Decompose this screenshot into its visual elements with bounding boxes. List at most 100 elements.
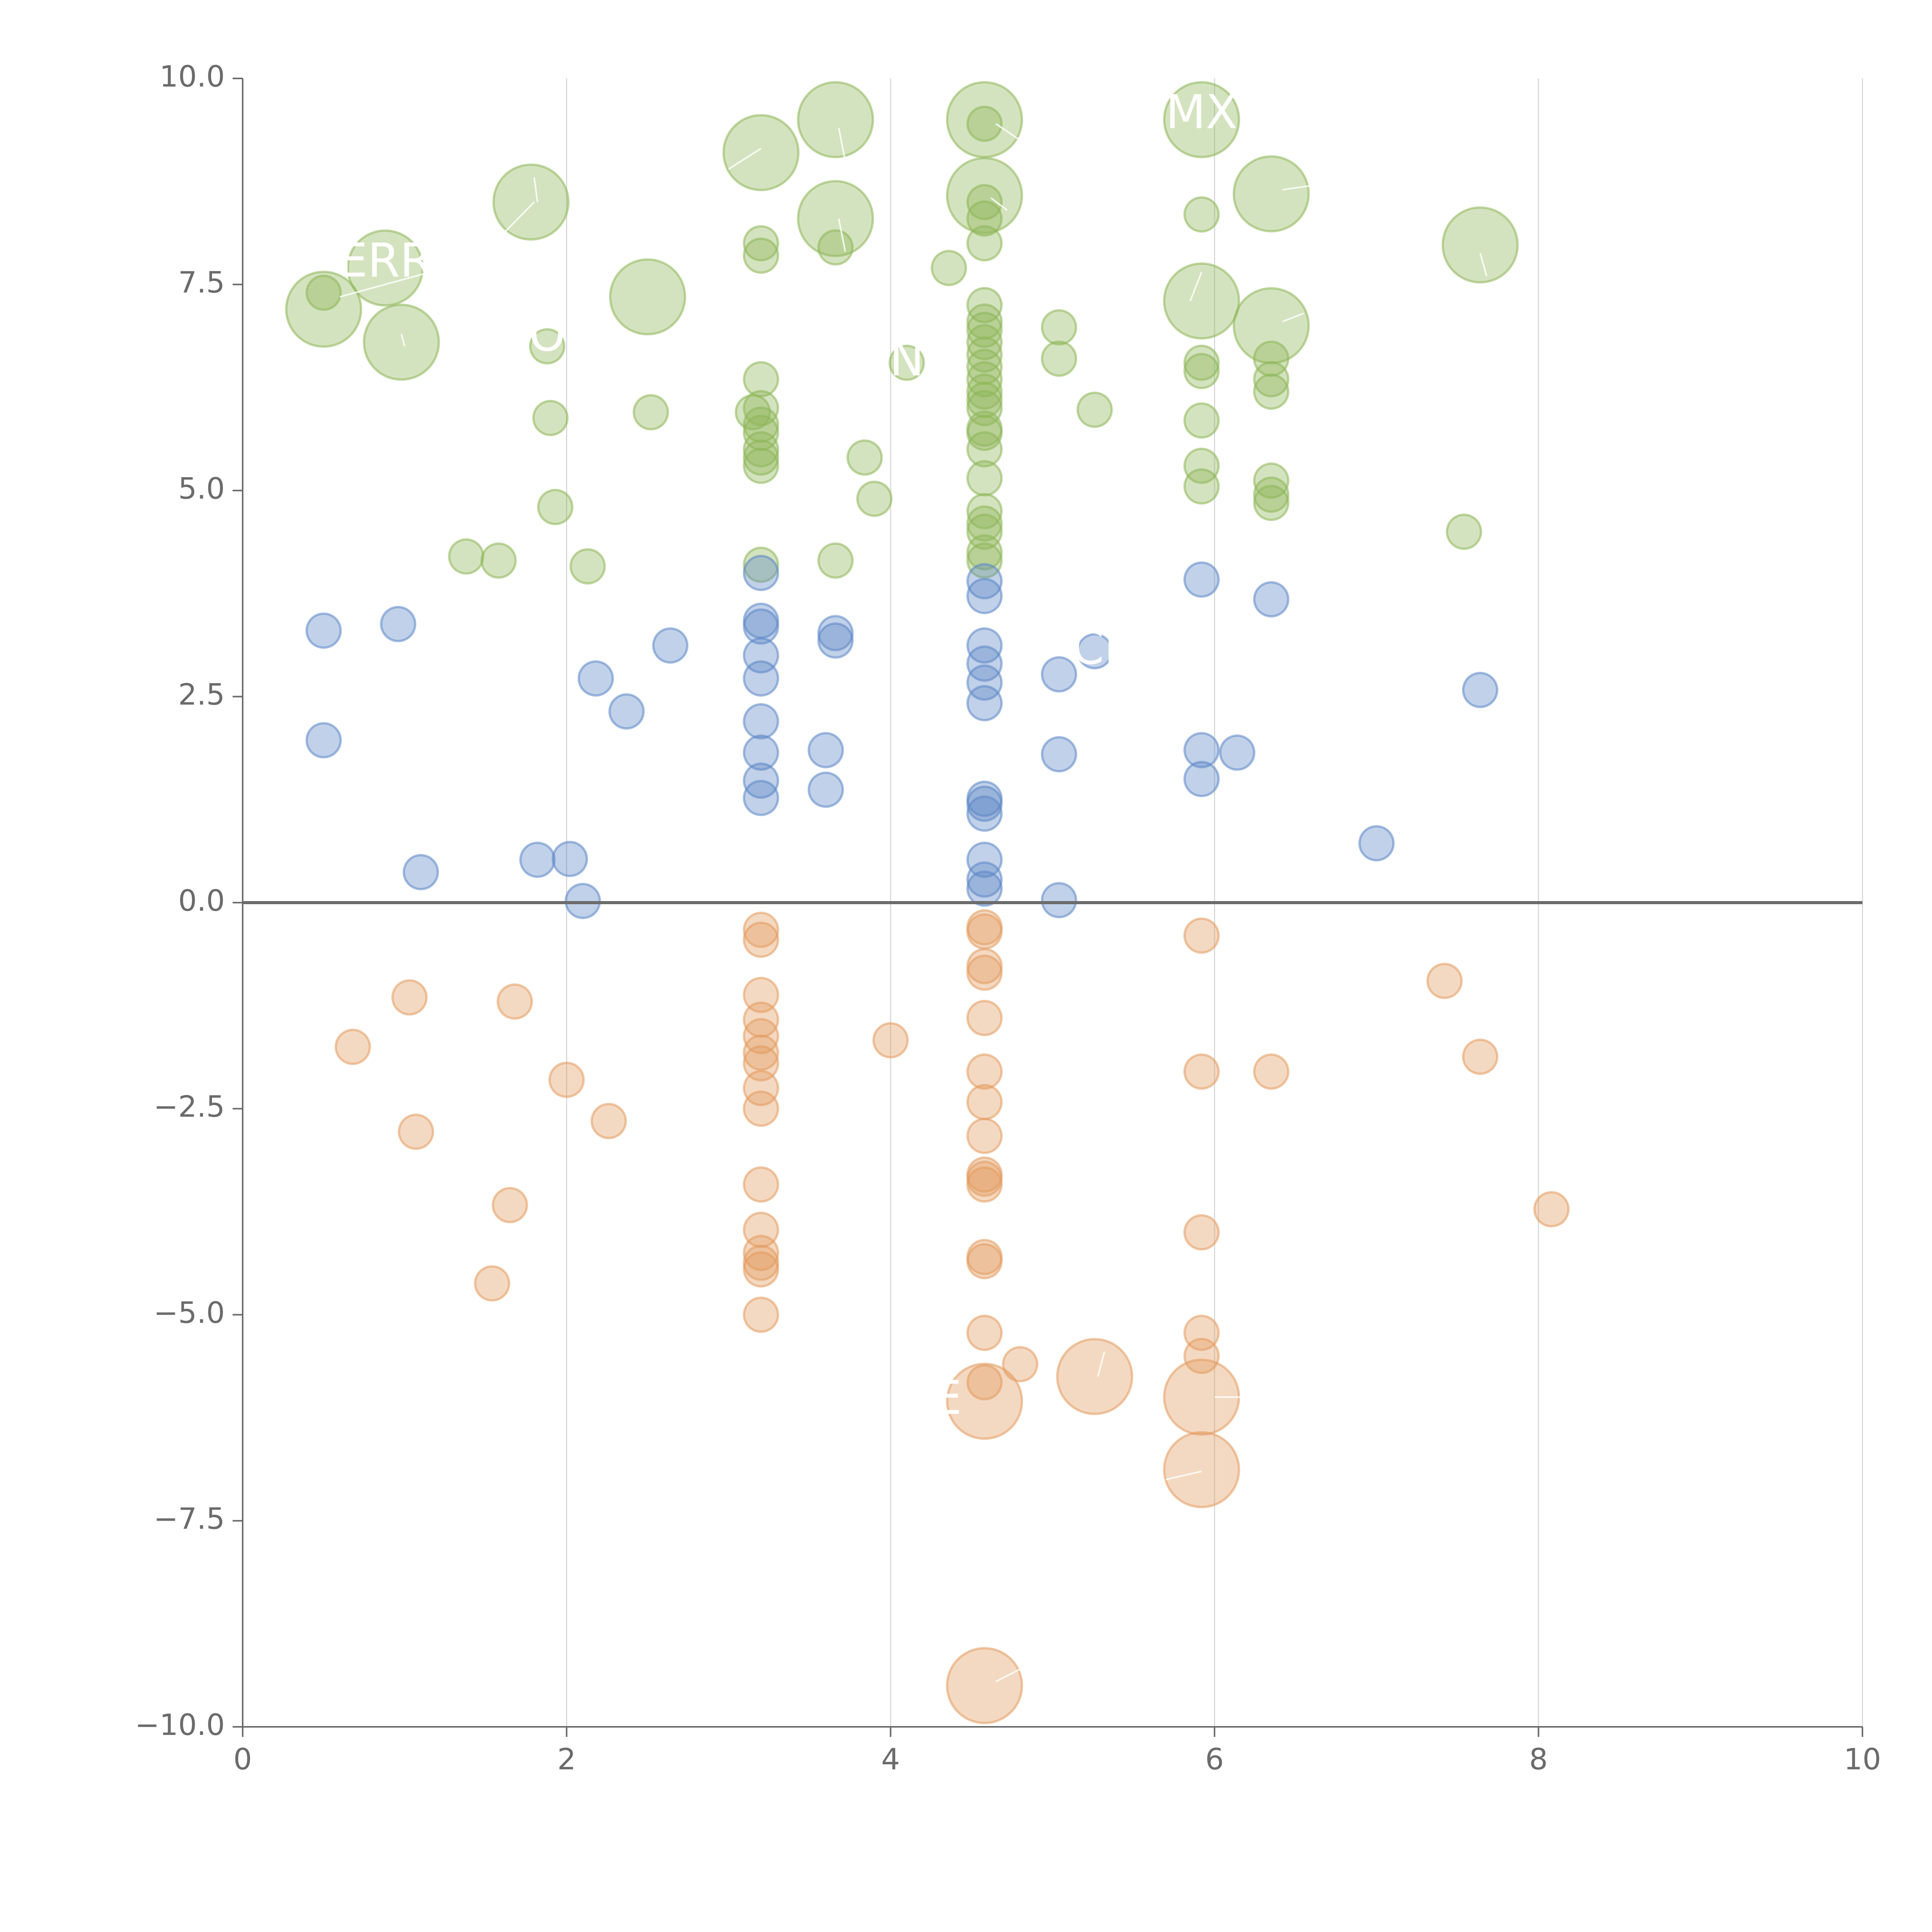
data-point-bubble <box>474 1265 510 1302</box>
label-leader-line <box>1097 1351 1105 1377</box>
data-point-bubble <box>1219 734 1255 771</box>
data-point-bubble <box>519 842 556 878</box>
data-point-bubble <box>966 664 1003 701</box>
data-point-bubble <box>1253 373 1289 410</box>
data-point-bubble <box>966 336 1003 373</box>
y-tick-label: 5.0 <box>178 471 225 505</box>
data-point-bubble <box>577 660 614 697</box>
data-point-bubble <box>609 258 686 336</box>
label-leader-line <box>995 1668 1021 1682</box>
y-tick-label: −5.0 <box>153 1295 225 1330</box>
label-leader-line <box>1282 313 1304 323</box>
data-point-bubble <box>1441 206 1519 284</box>
data-point-bubble <box>966 795 1003 832</box>
y-tick-label: 7.5 <box>178 265 225 299</box>
label-leader-line <box>400 333 406 347</box>
data-point-bubble <box>1462 1038 1498 1075</box>
x-tick-label: 2 <box>557 1742 576 1776</box>
data-point-bubble <box>743 1045 779 1082</box>
point-label: CF <box>1071 621 1131 675</box>
data-point-bubble <box>1002 1346 1039 1383</box>
data-point-bubble <box>966 1364 1003 1401</box>
data-point-bubble <box>966 645 1003 682</box>
data-point-bubble <box>966 390 1003 427</box>
label-leader-line <box>990 197 1008 211</box>
data-point-bubble <box>797 81 874 158</box>
point-label: MX <box>1166 86 1238 139</box>
label-leader-line <box>501 201 535 236</box>
data-point-bubble <box>966 1053 1003 1090</box>
data-point-bubble <box>305 722 342 759</box>
data-point-bubble <box>966 361 1003 398</box>
data-point-bubble <box>1163 81 1240 158</box>
data-point-bubble <box>1076 391 1113 428</box>
data-point-bubble <box>966 685 1003 721</box>
x-tick-label: 6 <box>1205 1742 1224 1776</box>
data-point-bubble <box>966 563 1003 600</box>
x-tick-label: 10 <box>1844 1742 1881 1776</box>
data-point-bubble <box>966 1243 1003 1279</box>
data-point-bubble <box>1041 656 1077 693</box>
data-point-bubble <box>497 983 533 1020</box>
data-point-bubble <box>1253 485 1289 521</box>
y-tick-label: −10.0 <box>135 1708 225 1742</box>
data-point-bubble <box>743 1251 779 1288</box>
data-point-bubble <box>1233 155 1310 233</box>
data-point-bubble <box>946 1647 1023 1725</box>
data-point-bubble <box>966 431 1003 468</box>
data-point-bubble <box>551 840 588 877</box>
data-point-bubble <box>565 883 601 919</box>
data-point-bubble <box>380 606 417 643</box>
data-point-bubble <box>1183 761 1220 798</box>
data-point-bubble <box>1183 732 1220 769</box>
x-tick-label: 0 <box>233 1742 252 1776</box>
data-point-bubble <box>492 163 570 241</box>
data-point-bubble <box>1183 1338 1220 1374</box>
data-point-bubble <box>966 534 1003 571</box>
y-tick-label: −2.5 <box>153 1089 225 1124</box>
data-point-bubble <box>966 1000 1003 1036</box>
data-point-bubble <box>1041 309 1077 346</box>
data-point-bubble <box>743 225 779 262</box>
data-point-bubble <box>608 693 645 730</box>
data-point-bubble <box>1183 353 1220 389</box>
data-point-bubble <box>743 608 779 645</box>
point-label: O <box>529 308 565 362</box>
data-point-bubble <box>743 976 779 1013</box>
data-point-bubble <box>930 250 967 286</box>
data-point-bubble <box>743 912 779 948</box>
data-point-bubble <box>856 480 893 517</box>
data-point-bubble <box>1183 1214 1220 1251</box>
label-leader-line <box>838 128 846 161</box>
data-point-bubble <box>808 732 844 769</box>
data-point-bubble <box>817 542 854 579</box>
data-point-bubble <box>1076 633 1113 670</box>
data-point-bubble <box>1183 917 1220 954</box>
data-point-bubble <box>966 460 1003 497</box>
label-leader-line <box>1479 253 1488 277</box>
data-point-bubble <box>590 1103 627 1139</box>
data-point-bubble <box>946 1362 1023 1440</box>
data-point-bubble <box>1183 1053 1220 1090</box>
label-leader-line <box>1165 1470 1202 1481</box>
data-point-bubble <box>966 842 1003 878</box>
data-point-bubble <box>888 344 925 381</box>
data-point-bubble <box>743 439 779 476</box>
data-point-bubble <box>398 1113 434 1150</box>
data-point-bubble <box>1056 1338 1133 1415</box>
data-point-bubble <box>743 1034 779 1071</box>
data-point-bubble <box>966 225 1003 262</box>
data-point-bubble <box>633 394 669 430</box>
data-point-bubble <box>492 1187 528 1223</box>
data-point-bubble <box>817 229 854 266</box>
data-point-bubble <box>743 237 779 274</box>
data-point-bubble <box>966 514 1003 550</box>
x-tick-label: 4 <box>881 1742 900 1776</box>
data-point-bubble <box>1533 1191 1570 1228</box>
data-point-bubble <box>1253 476 1289 513</box>
data-point-bubble <box>966 954 1003 991</box>
data-point-bubble <box>966 861 1003 898</box>
y-tick-label: −7.5 <box>153 1502 225 1536</box>
data-point-bubble <box>1041 736 1077 773</box>
data-point-bubble <box>966 200 1003 237</box>
